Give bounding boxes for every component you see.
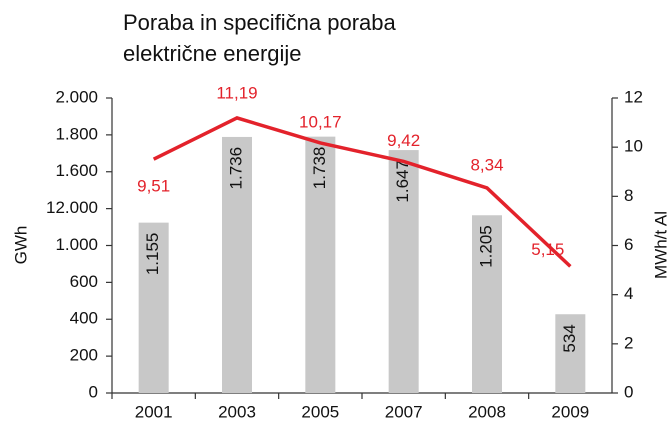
y2-tick-label: 2 <box>624 333 633 352</box>
bar <box>388 150 419 393</box>
line-value-label: 9,42 <box>387 131 420 150</box>
y2-tick-label: 0 <box>624 382 633 401</box>
bar-value-label: 534 <box>560 324 579 352</box>
y2-tick-label: 10 <box>624 137 643 156</box>
chart-title: električne energije <box>123 41 302 66</box>
y-tick-label: 1.000 <box>55 235 98 254</box>
y-tick-label: 12.000 <box>46 198 98 217</box>
line-value-label: 5,15 <box>531 240 564 259</box>
x-tick-label: 2003 <box>218 402 256 421</box>
bar <box>555 314 586 393</box>
y-axis-label: GWh <box>11 226 30 265</box>
y2-tick-label: 4 <box>624 284 633 303</box>
y2-tick-label: 6 <box>624 235 633 254</box>
y-tick-label: 0 <box>89 382 98 401</box>
y2-tick-label: 12 <box>624 87 643 106</box>
x-tick-label: 2009 <box>551 402 589 421</box>
y-tick-label: 400 <box>70 309 98 328</box>
y-tick-label: 1.800 <box>55 124 98 143</box>
y2-tick-label: 8 <box>624 186 633 205</box>
bar-value-label: 1.205 <box>476 225 495 268</box>
bar-value-label: 1.736 <box>226 147 245 190</box>
line-value-label: 9,51 <box>137 177 170 196</box>
y-tick-label: 1.600 <box>55 161 98 180</box>
y-tick-label: 200 <box>70 346 98 365</box>
bar <box>138 222 169 393</box>
x-tick-label: 2007 <box>385 402 423 421</box>
bar-value-label: 1.647 <box>393 160 412 203</box>
y-tick-label: 2.000 <box>55 87 98 106</box>
bar-value-label: 1.155 <box>143 233 162 276</box>
x-tick-label: 2001 <box>135 402 173 421</box>
bar-value-label: 1.738 <box>310 147 329 190</box>
bar <box>472 215 502 393</box>
line-value-label: 8,34 <box>470 155 503 174</box>
line-value-label: 11,19 <box>216 83 257 102</box>
y2-axis-label: MWh/t Al <box>651 211 670 279</box>
bar <box>222 136 252 393</box>
chart-title: Poraba in specifična poraba <box>123 10 396 35</box>
bar <box>305 136 336 393</box>
line-value-label: 10,17 <box>299 112 342 131</box>
line <box>152 116 572 268</box>
y-tick-label: 600 <box>70 272 98 291</box>
x-tick-label: 2005 <box>301 402 339 421</box>
x-tick-label: 2008 <box>468 402 506 421</box>
